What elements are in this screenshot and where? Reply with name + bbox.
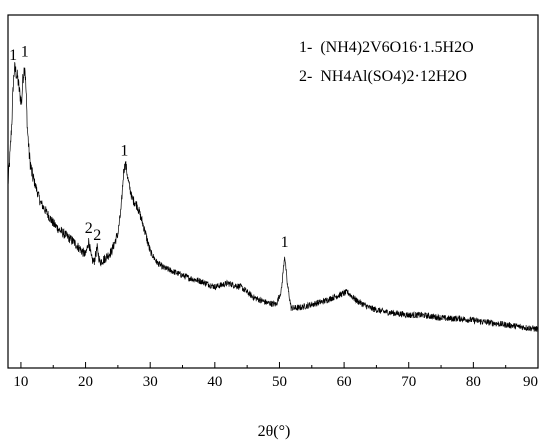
peak-label: 2 (93, 227, 101, 244)
peak-label: 1 (21, 43, 29, 60)
peak-label: 1 (281, 234, 289, 251)
series-layer (7, 62, 539, 333)
peak-label: 1 (120, 142, 128, 159)
peak-label: 2 (85, 220, 93, 237)
x-tick-label: 30 (143, 374, 158, 390)
x-tick-label: 20 (78, 374, 93, 390)
plot-frame (7, 14, 539, 369)
x-tick-label: 10 (13, 374, 28, 390)
x-tick-label: 40 (207, 374, 222, 390)
x-axis-ticks: 10 20 30 40 50 60 70 80 90 (13, 362, 539, 390)
peak-labels: 1 12 211 (9, 43, 288, 251)
legend-entry-2-formula: NH4Al(SO4)2·12H2O (320, 68, 467, 85)
legend-entry-1-formula: (NH4)2V6O16·1.5H2O (320, 39, 473, 56)
x-tick-label: 60 (337, 374, 352, 390)
x-tick-label: 80 (466, 374, 481, 390)
legend-entry-2: 2- NH4Al(SO4)2·12H2O (299, 68, 467, 85)
x-tick-label: 50 (272, 374, 287, 390)
peak-label: 1 (9, 47, 17, 64)
x-axis-label: 2θ(°) (258, 423, 291, 440)
legend-entry-1-number: 1- (299, 39, 312, 56)
x-tick-label: 90 (523, 374, 538, 390)
legend-entry-1: 1- (NH4)2V6O16·1.5H2O (299, 39, 474, 56)
legend: 1- (NH4)2V6O16·1.5H2O 2- NH4Al(SO4)2·12H… (299, 39, 474, 85)
xrd-pattern-line (7, 62, 539, 333)
x-tick-label: 70 (401, 374, 416, 390)
legend-entry-2-number: 2- (299, 68, 312, 85)
